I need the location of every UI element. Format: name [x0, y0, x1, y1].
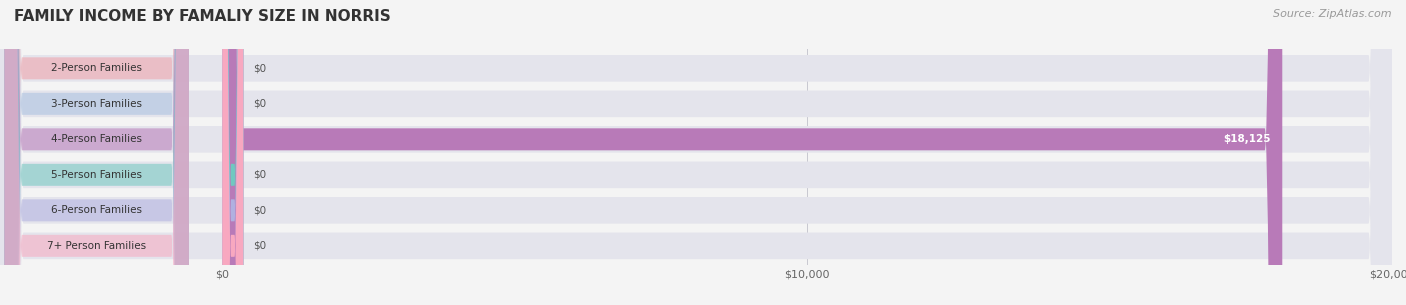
FancyBboxPatch shape [4, 0, 188, 305]
Text: $0: $0 [253, 170, 266, 180]
FancyBboxPatch shape [4, 0, 188, 305]
Text: $0: $0 [253, 99, 266, 109]
FancyBboxPatch shape [4, 0, 188, 305]
Text: Source: ZipAtlas.com: Source: ZipAtlas.com [1274, 9, 1392, 19]
FancyBboxPatch shape [4, 0, 188, 305]
Text: 7+ Person Families: 7+ Person Families [48, 241, 146, 251]
FancyBboxPatch shape [222, 0, 243, 305]
Text: 6-Person Families: 6-Person Families [51, 205, 142, 215]
FancyBboxPatch shape [4, 0, 188, 305]
FancyBboxPatch shape [4, 0, 188, 305]
FancyBboxPatch shape [222, 0, 243, 305]
FancyBboxPatch shape [222, 0, 243, 305]
Text: FAMILY INCOME BY FAMALIY SIZE IN NORRIS: FAMILY INCOME BY FAMALIY SIZE IN NORRIS [14, 9, 391, 24]
Text: $0: $0 [253, 63, 266, 73]
FancyBboxPatch shape [222, 0, 243, 305]
Text: $0: $0 [253, 241, 266, 251]
FancyBboxPatch shape [222, 0, 243, 305]
Text: 4-Person Families: 4-Person Families [51, 134, 142, 144]
Text: $18,125: $18,125 [1223, 134, 1271, 144]
Text: 5-Person Families: 5-Person Families [51, 170, 142, 180]
Text: $0: $0 [253, 205, 266, 215]
Text: 3-Person Families: 3-Person Families [51, 99, 142, 109]
Text: 2-Person Families: 2-Person Families [51, 63, 142, 73]
FancyBboxPatch shape [222, 0, 1282, 305]
